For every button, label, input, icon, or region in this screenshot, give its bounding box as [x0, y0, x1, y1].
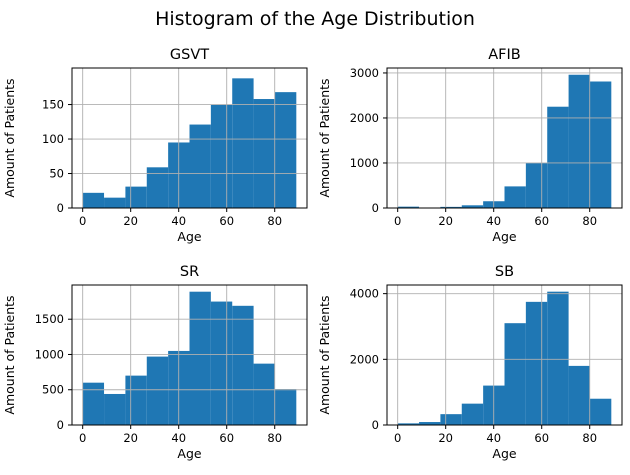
histogram-bar [82, 192, 105, 208]
axes-frame [386, 284, 623, 426]
figure-title: Histogram of the Age Distribution [155, 8, 475, 30]
histogram-bar [589, 398, 612, 425]
y-tick-label: 0 [372, 201, 379, 215]
y-tick-label: 100 [42, 132, 64, 146]
y-tick-label: 0 [57, 201, 64, 215]
histogram-bar [397, 206, 420, 208]
histogram-bar [104, 197, 126, 208]
histogram-bar [397, 423, 420, 425]
y-tick-label: 3000 [350, 66, 379, 80]
y-axis-label: Amount of Patients [317, 78, 332, 197]
x-tick-label: 20 [438, 431, 453, 445]
y-tick-label: 2000 [350, 111, 379, 125]
histogram-bar [189, 124, 211, 208]
subplot-title: GSVT [170, 47, 209, 63]
subplot-gsvt: 0 20 40 60 80 0 50 100 150 GSVT Age Amount of Patie… [2, 47, 308, 244]
histogram-bar [125, 186, 147, 208]
histogram-bar [125, 375, 147, 425]
subplot-sr: 0 20 40 60 80 0 500 1000 1500 SR Age Amount of Pati… [2, 264, 308, 461]
x-tick-label: 0 [79, 214, 86, 228]
x-tick-label: 0 [394, 431, 401, 445]
x-axis-label: Age [492, 229, 516, 244]
histogram-bar [232, 305, 254, 425]
x-tick-label: 40 [171, 431, 186, 445]
histogram-bar [504, 186, 526, 208]
y-tick-label: 500 [42, 383, 64, 397]
x-tick-label: 40 [486, 431, 501, 445]
histogram-bar [274, 389, 297, 425]
y-axis-label: Amount of Patients [2, 78, 17, 197]
histogram-bar [461, 205, 484, 208]
histogram-bar [253, 363, 275, 425]
y-tick-label: 0 [372, 418, 379, 432]
subplot-sb: 0 20 40 60 80 0 2000 4000 SB Age Amount of Patient… [317, 264, 623, 461]
histogram-bar [568, 365, 590, 425]
y-tick-label: 4000 [350, 287, 379, 301]
axes-frame [71, 67, 308, 209]
histogram-bar [504, 323, 526, 425]
y-tick-label: 150 [42, 98, 64, 112]
histogram-bar [525, 301, 548, 425]
histogram-bar [189, 291, 211, 425]
x-tick-label: 60 [534, 214, 549, 228]
x-axis-label: Age [177, 229, 201, 244]
histogram-bar [419, 422, 441, 425]
y-tick-label: 0 [57, 418, 64, 432]
x-tick-label: 40 [171, 214, 186, 228]
x-tick-label: 0 [394, 214, 401, 228]
x-tick-label: 20 [438, 214, 453, 228]
y-tick-label: 1500 [35, 312, 64, 326]
histogram-bar [440, 414, 462, 425]
histogram-bar [568, 74, 590, 208]
histogram-bar [232, 78, 254, 208]
subplot-title: SB [495, 264, 514, 280]
y-tick-label: 2000 [350, 352, 379, 366]
histogram-bar [210, 301, 233, 425]
x-tick-label: 80 [582, 431, 597, 445]
histogram-bar [461, 403, 484, 425]
x-tick-label: 20 [123, 214, 138, 228]
histogram-bar [274, 92, 297, 208]
histogram-bar [82, 382, 105, 425]
y-tick-label: 1000 [350, 156, 379, 170]
histogram-bar [104, 393, 126, 425]
histogram-bar [547, 291, 569, 425]
x-tick-label: 80 [267, 214, 282, 228]
x-tick-label: 20 [123, 431, 138, 445]
histogram-bar [525, 162, 548, 208]
x-tick-label: 60 [534, 431, 549, 445]
histogram-bar [210, 104, 233, 208]
axes-frame [71, 284, 308, 426]
y-axis-label: Amount of Patients [317, 295, 332, 414]
histogram-bar [440, 206, 462, 208]
y-tick-label: 50 [49, 167, 64, 181]
x-tick-label: 60 [219, 214, 234, 228]
x-tick-label: 60 [219, 431, 234, 445]
x-tick-label: 40 [486, 214, 501, 228]
x-tick-label: 80 [267, 431, 282, 445]
histogram-bar [589, 81, 612, 208]
axes-frame [386, 67, 623, 209]
y-tick-label: 1000 [35, 347, 64, 361]
histogram-bar [146, 356, 169, 425]
subplot-afib: 0 20 40 60 80 0 1000 2000 3000 AFIB Age Amount of P… [317, 47, 623, 244]
x-tick-label: 0 [79, 431, 86, 445]
y-axis-label: Amount of Patients [2, 295, 17, 414]
subplot-title: AFIB [488, 47, 520, 63]
x-tick-label: 80 [582, 214, 597, 228]
histogram-bar [146, 167, 169, 208]
subplot-title: SR [180, 264, 199, 280]
histogram-bar [547, 106, 569, 208]
x-axis-label: Age [177, 446, 201, 461]
x-axis-label: Age [492, 446, 516, 461]
histogram-bar [253, 99, 275, 208]
